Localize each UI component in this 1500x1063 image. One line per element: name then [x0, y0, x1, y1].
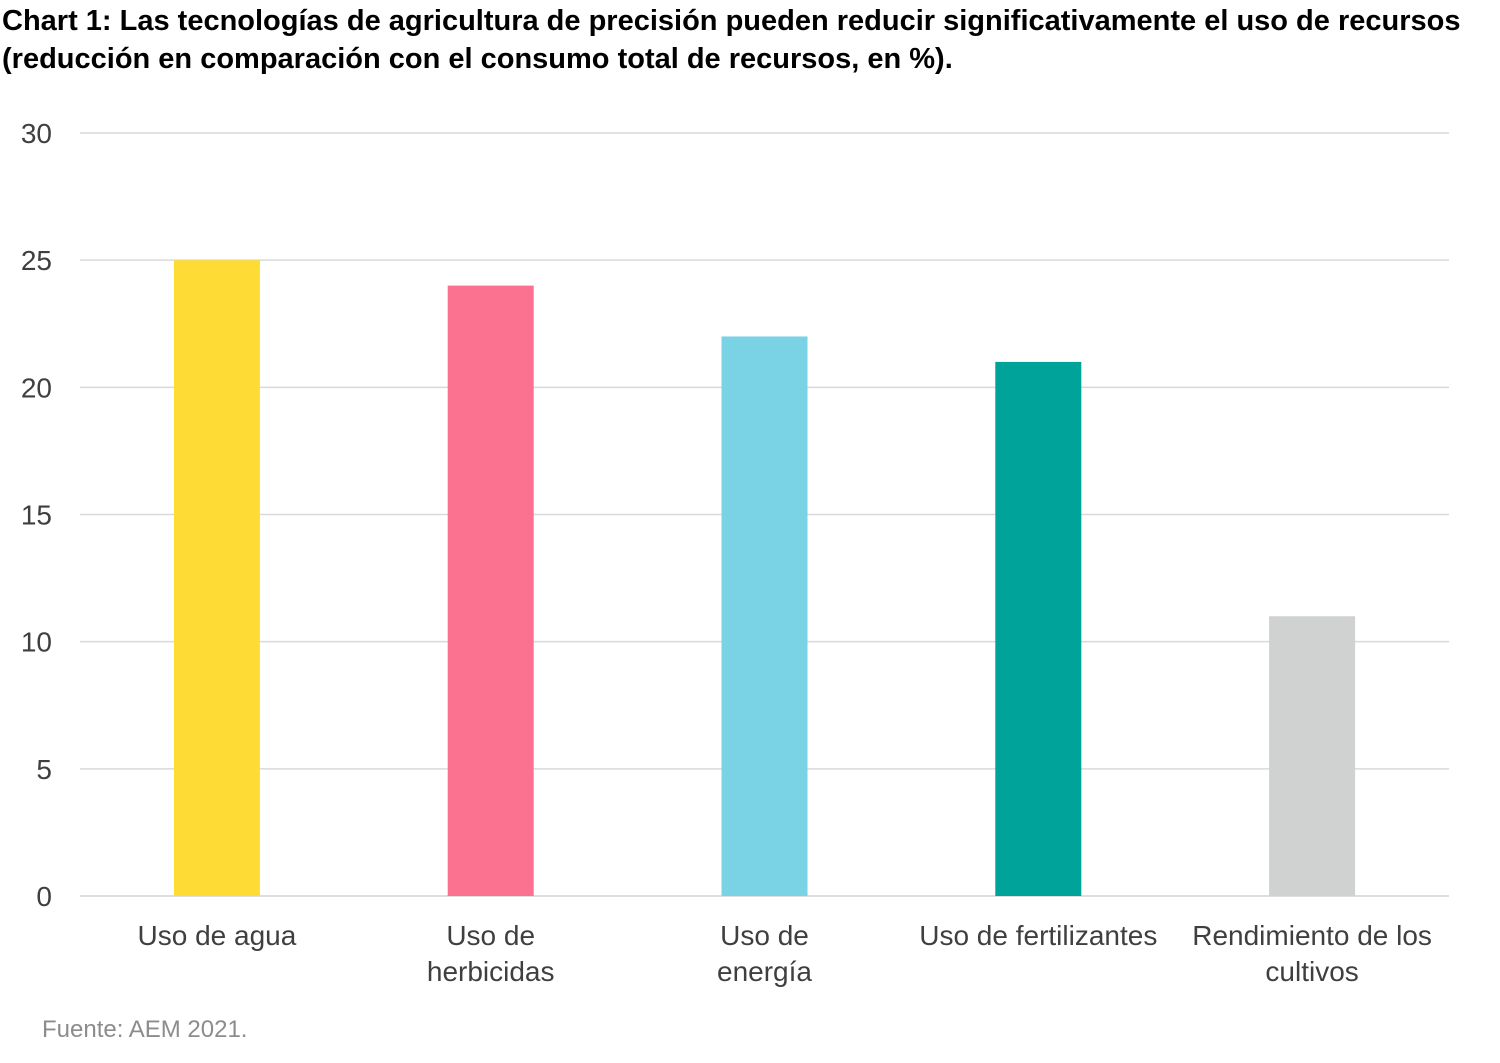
bars: [173, 260, 1356, 897]
chart-title: Chart 1: Las tecnologías de agricultura …: [2, 5, 1461, 75]
bar-2: [447, 285, 534, 897]
x-category-label: Uso de herbicidas: [427, 920, 555, 987]
y-axis-ticks: 0 5 10 15 20 25 30: [21, 118, 52, 912]
y-tick-label: 10: [21, 627, 52, 658]
y-tick-label: 20: [21, 372, 52, 403]
source-note: Fuente: AEM 2021.: [42, 1016, 248, 1043]
x-axis-labels: Uso de agua Uso de herbicidas Uso de energía…: [138, 920, 1432, 987]
bar-3: [721, 336, 808, 896]
bar-1: [173, 260, 260, 897]
bar-4: [995, 361, 1082, 896]
y-tick-label: 0: [36, 881, 52, 912]
x-category-label: Uso de energía: [717, 920, 812, 987]
bar-5: [1269, 616, 1356, 896]
y-tick-label: 5: [36, 754, 52, 785]
x-category-label: Uso de fertilizantes: [919, 920, 1157, 951]
y-tick-label: 30: [21, 118, 52, 149]
x-category-label: Rendimiento de los cultivos: [1192, 920, 1432, 987]
x-category-label: Uso de agua: [138, 920, 297, 951]
y-tick-label: 25: [21, 245, 52, 276]
y-tick-label: 15: [21, 500, 52, 531]
